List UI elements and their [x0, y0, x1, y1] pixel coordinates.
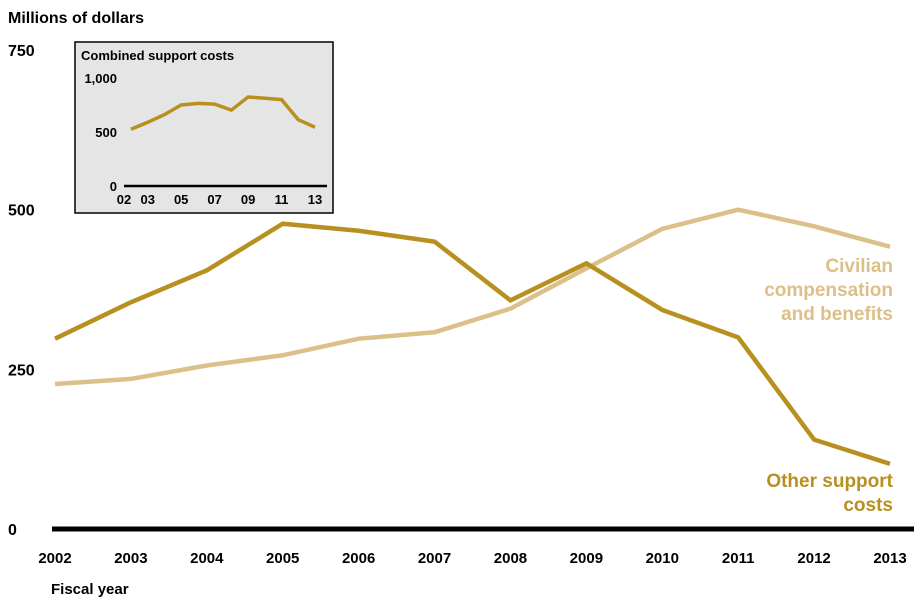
y-tick-label: 500	[8, 203, 35, 220]
x-tick-label: 2003	[114, 550, 147, 567]
y-tick-label: 0	[8, 522, 17, 539]
inset-x-tick-label: 02	[117, 192, 131, 207]
main-plot: 0 250 500 750 2002 2003 2004 2005 2006 2007 2008 20…	[8, 43, 914, 567]
x-tick-label: 2005	[266, 550, 299, 567]
x-tick-label: 2006	[342, 550, 375, 567]
inset-x-tick-label: 09	[241, 192, 255, 207]
x-tick-label: 2011	[722, 550, 755, 567]
inset-y-tick-label: 0	[110, 179, 117, 194]
series-label-civilian: compensation	[764, 280, 893, 301]
x-tick-label: 2008	[494, 550, 527, 567]
series-label-other: costs	[843, 495, 893, 516]
inset-x-tick-label: 13	[308, 192, 322, 207]
series-label-civilian: and benefits	[781, 304, 893, 325]
series-label-civilian: Civilian	[825, 256, 893, 277]
series-line-civilian-compensation	[54, 207, 891, 387]
x-tick-label: 2007	[418, 550, 451, 567]
inset-x-tick-label: 03	[140, 192, 154, 207]
x-tick-label: 2009	[570, 550, 603, 567]
inset-y-tick-label: 1,000	[84, 71, 117, 86]
x-tick-label: 2010	[646, 550, 679, 567]
series-label-other: Other support	[766, 471, 893, 492]
x-axis-title: Fiscal year	[51, 581, 129, 598]
x-tick-label: 2002	[38, 550, 71, 567]
inset-frame	[74, 41, 334, 214]
y-axis-title: Millions of dollars	[8, 10, 144, 27]
x-tick-label: 2013	[873, 550, 906, 567]
inset-x-tick-label: 07	[207, 192, 221, 207]
inset-x-tick-label: 05	[174, 192, 188, 207]
inset-title: Combined support costs	[81, 48, 234, 63]
series-line-other-support-costs	[54, 221, 891, 466]
inset-x-tick-label: 11	[275, 192, 289, 207]
x-tick-label: 2012	[797, 550, 830, 567]
inset-chart: Combined support costs 0 500 1,000 02 03 05 07 0…	[74, 41, 334, 214]
y-tick-label: 250	[8, 362, 35, 379]
y-tick-label: 750	[8, 43, 35, 60]
x-tick-label: 2004	[190, 550, 224, 567]
inset-series-line	[130, 95, 316, 131]
inset-y-tick-label: 500	[95, 125, 117, 140]
